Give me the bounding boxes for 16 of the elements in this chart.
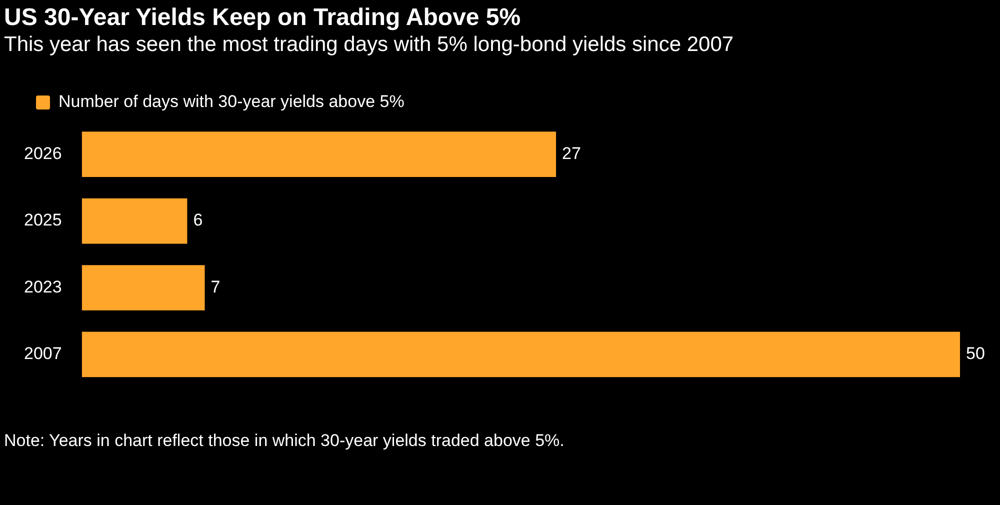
data-label: 7 xyxy=(210,277,220,296)
y-tick-label: 2025 xyxy=(24,210,62,230)
text: Note: Years in chart reflect those in which 30-year yields traded above 5%. xyxy=(4,430,564,452)
data-label: 50 xyxy=(966,344,985,364)
legend-label: Number of days with 30-year yields above 5% xyxy=(58,92,404,112)
chart-subtitle: This year has seen the most trading days with 5% long-bond yields since 2007 xyxy=(4,33,734,57)
bar xyxy=(82,198,188,244)
data-label: 27 xyxy=(562,144,581,164)
y-tick-label: 2026 xyxy=(24,144,62,164)
y-tick-label: 2023 xyxy=(24,277,62,296)
chart-title: US 30-Year Yields Keep on Trading Above 5% xyxy=(4,4,521,32)
bar xyxy=(82,265,205,310)
data-label: 6 xyxy=(193,210,203,230)
bar xyxy=(82,332,960,378)
y-tick-label: 2007 xyxy=(24,344,62,364)
bar xyxy=(82,132,556,178)
